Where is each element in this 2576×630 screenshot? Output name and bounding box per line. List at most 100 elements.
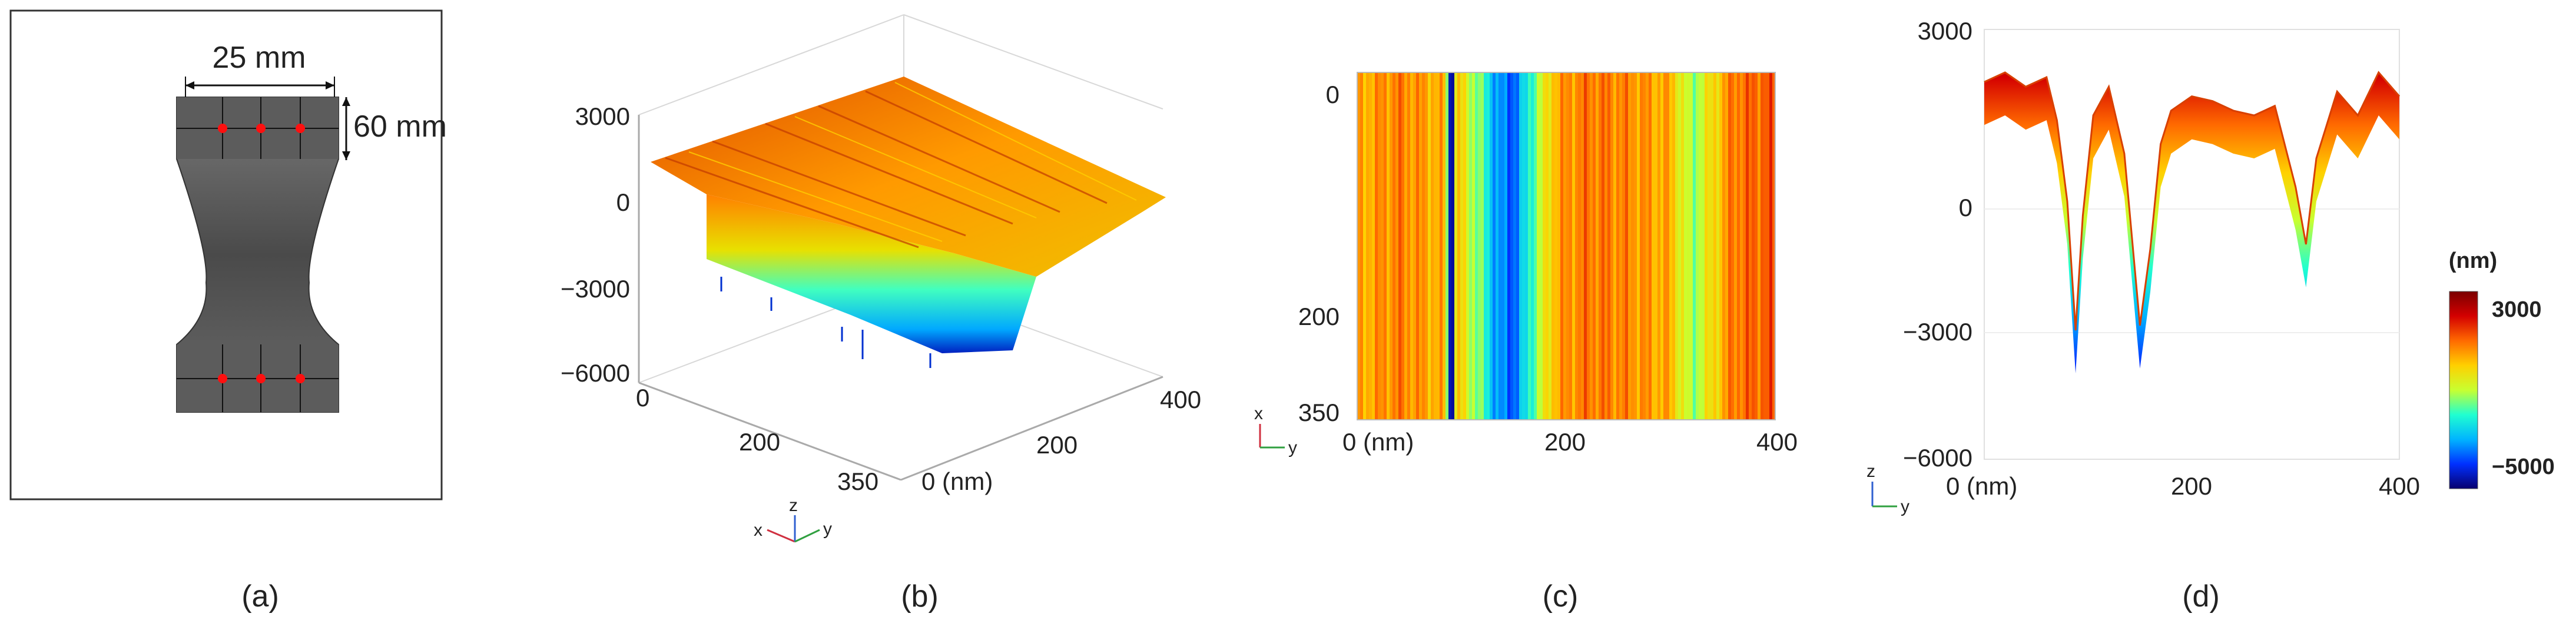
heatmap-column (1375, 72, 1378, 420)
c-y-tick-200: 200 (1298, 303, 1340, 330)
heatmap-column (1758, 72, 1761, 420)
heatmap-column (1587, 72, 1590, 420)
heatmap-column (1372, 72, 1375, 420)
width-label: 25 mm (213, 41, 306, 75)
heatmap-column (1498, 72, 1502, 420)
heatmap-column (1460, 72, 1464, 420)
heatmap-column (1740, 72, 1743, 420)
heatmap-column (1563, 72, 1567, 420)
profile-band (1984, 72, 2399, 373)
heatmap-column (1440, 72, 1443, 420)
d-x-tick-200: 200 (2171, 472, 2212, 500)
heatmap-column (1637, 72, 1640, 420)
heatmap-column (1507, 72, 1511, 420)
heatmap-column (1728, 72, 1732, 420)
heatmap-column (1581, 72, 1584, 420)
heatmap-column (1584, 72, 1587, 420)
heatmap-column (1537, 72, 1540, 420)
heatmap-column (1702, 72, 1705, 420)
heatmap-column (1731, 72, 1735, 420)
heatmap-column (1434, 72, 1437, 420)
heatmap-column (1378, 72, 1381, 420)
heatmap-column (1763, 72, 1767, 420)
heatmap-column (1678, 72, 1682, 420)
surface-spikes (720, 277, 931, 368)
heatmap-column (1407, 72, 1411, 420)
b-x-tick-200: 200 (739, 428, 780, 456)
heatmap-column (1725, 72, 1729, 420)
width-arrow-left (185, 81, 194, 89)
heatmap-column (1749, 72, 1752, 420)
colorbar-gradient (2449, 291, 2478, 489)
heatmap-column (1660, 72, 1664, 420)
heatmap-column (1669, 72, 1673, 420)
heatmap-column (1616, 72, 1620, 420)
heatmap-column (1478, 72, 1481, 420)
surface-highlights (688, 82, 1137, 242)
heatmap-column (1419, 72, 1423, 420)
heatmap-column (1496, 72, 1499, 420)
heatmap-column (1516, 72, 1520, 420)
heatmap-column (1734, 72, 1738, 420)
heatmap-column (1425, 72, 1428, 420)
colorbar-unit: (nm) (2449, 248, 2497, 273)
heatmap-column (1699, 72, 1702, 420)
heatmap-column (1549, 72, 1552, 420)
c-triad-x: x (1254, 404, 1263, 423)
heatmap-column (1543, 72, 1546, 420)
surface-ridges (665, 90, 1108, 248)
heatmap-column (1569, 72, 1573, 420)
panel-d: 3000 0 −3000 −6000 0 (nm) 200 400 z y (1866, 17, 2420, 516)
heatmap-column (1404, 72, 1408, 420)
d-x-tick-400: 400 (2379, 472, 2420, 500)
heatmap-column (1428, 72, 1431, 420)
heatmap-column (1410, 72, 1414, 420)
b-z-tick-3000: 3000 (575, 102, 630, 130)
heatmap-column (1578, 72, 1582, 420)
heatmap-column (1557, 72, 1561, 420)
heatmap-column (1446, 72, 1449, 420)
height-arrow-bottom (342, 151, 350, 160)
heatmap-column (1504, 72, 1508, 420)
d-y-tick-0: 0 (1959, 194, 1972, 221)
heatmap-column (1398, 72, 1402, 420)
heatmap-column (1684, 72, 1688, 420)
heatmap-column (1534, 72, 1537, 420)
colorbar-min: −5000 (2492, 455, 2555, 479)
d-gridlines (1984, 208, 2399, 333)
heatmap-column (1681, 72, 1685, 420)
heatmap-column (1451, 72, 1455, 420)
heatmap-column (1769, 72, 1773, 420)
b-z-tick-m6000: −6000 (561, 359, 630, 387)
colorbar: (nm) 3000 −5000 (2449, 248, 2555, 489)
heatmap-column (1708, 72, 1711, 420)
heatmap-column (1716, 72, 1720, 420)
c-x-tick-200: 200 (1544, 428, 1586, 456)
c-triad-y: y (1288, 438, 1297, 457)
heatmap-column (1628, 72, 1632, 420)
panel-c: 0 200 350 0 (nm) 200 400 x y (1254, 72, 1798, 457)
heatmap-column (1710, 72, 1714, 420)
heatmap-column (1484, 72, 1487, 420)
heatmap-column (1466, 72, 1470, 420)
heatmap-column (1522, 72, 1526, 420)
panel-b: 3000 0 −3000 −6000 0 200 350 400 200 0 (… (561, 14, 1201, 543)
heatmap-column (1652, 72, 1655, 420)
heatmap-column (1437, 72, 1440, 420)
d-triad-z: z (1866, 462, 1875, 481)
heatmap-column (1546, 72, 1549, 420)
heatmap-column (1746, 72, 1749, 420)
heatmap-frame (1357, 72, 1776, 420)
heatmap-column (1560, 72, 1564, 420)
heatmap-column (1490, 72, 1493, 420)
heatmap-column (1457, 72, 1461, 420)
colorbar-max: 3000 (2492, 297, 2542, 322)
heatmap-column (1649, 72, 1652, 420)
heatmap-column (1713, 72, 1717, 420)
b-triad-z: z (789, 496, 798, 515)
heatmap-column (1607, 72, 1611, 420)
b-triad-x: x (754, 520, 762, 540)
c-y-tick-350: 350 (1298, 399, 1340, 426)
heatmap-column (1602, 72, 1605, 420)
